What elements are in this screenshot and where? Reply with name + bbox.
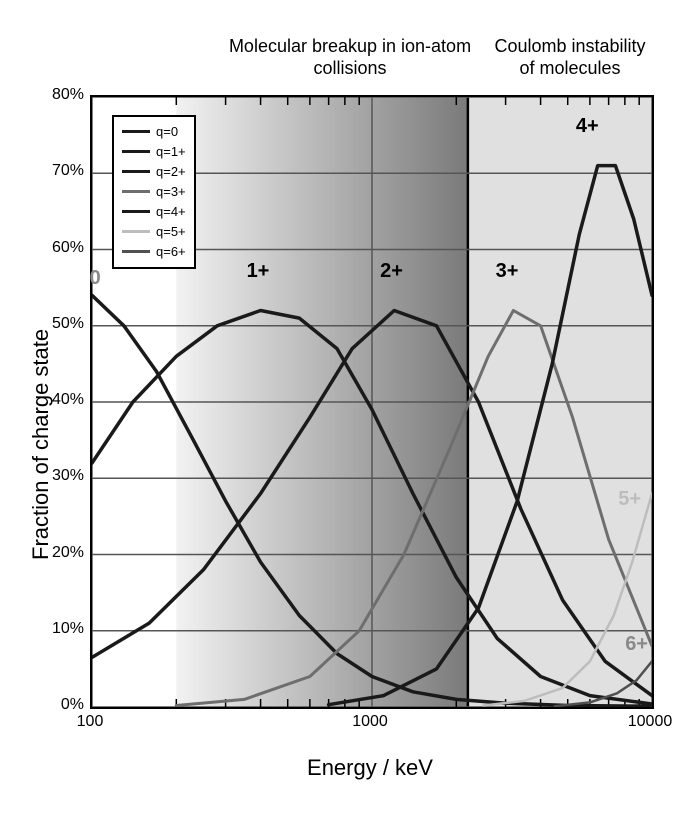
legend-swatch [122,170,150,173]
peak-label: 4+ [576,115,599,138]
legend-text: q=1+ [156,144,186,159]
legend-row: q=2+ [122,161,186,181]
y-tick-label: 60% [34,239,84,257]
x-tick-label: 1000 [340,713,400,731]
y-tick-label: 80% [34,86,84,104]
x-axis-label-text: Energy / keV [307,755,433,780]
peak-label: 1+ [247,260,270,283]
x-tick-label: 100 [60,713,120,731]
peak-label: 2+ [380,260,403,283]
x-axis-label: Energy / keV [270,755,470,781]
legend-swatch [122,130,150,133]
legend-text: q=3+ [156,184,186,199]
legend-text: q=4+ [156,204,186,219]
peak-label: 5+ [618,488,641,511]
legend-text: q=6+ [156,244,186,259]
legend-swatch [122,210,150,213]
legend-text: q=5+ [156,224,186,239]
peak-label: 6+ [625,633,648,656]
region-label-1: Molecular breakup in ion-atomcollisions [225,36,475,79]
chart-container: Molecular breakup in ion-atomcollisions … [0,0,694,822]
peak-label: 0 [90,267,101,290]
region-label-2-line1: Coulomb instabilityof molecules [494,36,645,78]
legend-text: q=2+ [156,164,186,179]
legend-swatch [122,230,150,233]
region-label-2: Coulomb instabilityof molecules [470,36,670,79]
legend: q=0 q=1+ q=2+ q=3+ q=4+ q=5+ q=6+ [112,115,196,269]
legend-row: q=5+ [122,221,186,241]
legend-row: q=4+ [122,201,186,221]
legend-row: q=0 [122,121,186,141]
y-tick-label: 0% [34,696,84,714]
x-tick-label: 10000 [620,713,680,731]
y-axis-label-text: Fraction of charge state [28,329,53,560]
legend-swatch [122,250,150,253]
legend-row: q=1+ [122,141,186,161]
region-label-1-line1: Molecular breakup in ion-atomcollisions [229,36,471,78]
y-tick-label: 10% [34,620,84,638]
peak-label: 3+ [496,260,519,283]
legend-row: q=3+ [122,181,186,201]
legend-text: q=0 [156,124,178,139]
legend-swatch [122,150,150,153]
y-axis-label: Fraction of charge state [28,329,54,560]
y-tick-label: 70% [34,162,84,180]
legend-swatch [122,190,150,193]
legend-row: q=6+ [122,241,186,261]
